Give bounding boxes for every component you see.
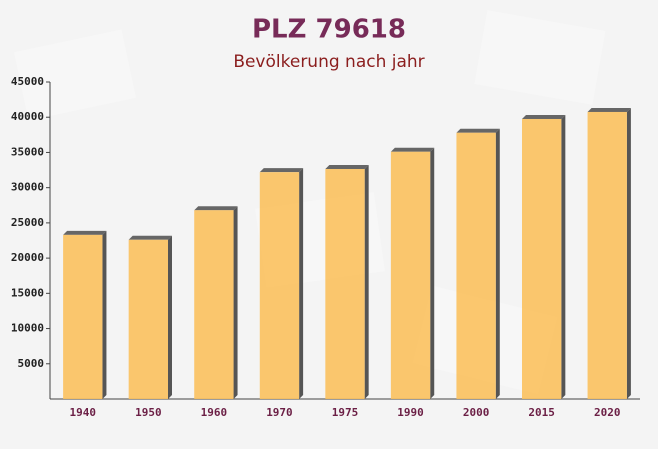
x-tick-label: 2015 bbox=[528, 406, 555, 419]
bar-side bbox=[299, 168, 304, 399]
bar-side bbox=[168, 235, 172, 399]
y-tick-label: 45000 bbox=[11, 75, 44, 88]
bar-side bbox=[626, 107, 631, 399]
bar bbox=[587, 111, 627, 399]
bar bbox=[259, 172, 300, 399]
background-pattern bbox=[13, 10, 606, 395]
bar bbox=[390, 151, 431, 399]
x-tick-label: 1970 bbox=[266, 406, 293, 419]
x-tick-label: 2020 bbox=[594, 406, 621, 419]
bar-side bbox=[102, 230, 107, 399]
bar-side bbox=[430, 147, 435, 399]
y-tick-label: 30000 bbox=[11, 181, 44, 194]
bar-top bbox=[325, 164, 369, 169]
y-tick-label: 35000 bbox=[11, 145, 44, 158]
bar bbox=[456, 132, 496, 399]
bar-top bbox=[194, 206, 238, 211]
bar-top bbox=[63, 230, 107, 235]
bar bbox=[325, 168, 365, 399]
y-tick-label: 25000 bbox=[11, 216, 44, 229]
bar-top bbox=[390, 147, 435, 152]
y-tick-label: 20000 bbox=[11, 251, 44, 264]
bar bbox=[194, 210, 234, 399]
x-tick-label: 2000 bbox=[463, 406, 490, 419]
x-tick-label: 1950 bbox=[135, 406, 162, 419]
y-tick-label: 40000 bbox=[11, 110, 44, 123]
x-tick-label: 1960 bbox=[201, 406, 228, 419]
bar bbox=[522, 118, 562, 399]
x-tick-label: 1940 bbox=[70, 406, 97, 419]
bar bbox=[128, 239, 168, 399]
bar-top bbox=[456, 128, 500, 133]
y-tick-label: 15000 bbox=[11, 286, 44, 299]
bar-top bbox=[128, 235, 172, 240]
x-tick-label: 1990 bbox=[397, 406, 424, 419]
x-tick-label: 1975 bbox=[332, 406, 359, 419]
bar-side bbox=[495, 128, 500, 399]
bar-top bbox=[587, 107, 631, 112]
bar bbox=[63, 234, 103, 399]
bar-side bbox=[364, 164, 369, 399]
y-tick-label: 10000 bbox=[11, 322, 44, 335]
bar-top bbox=[522, 114, 566, 119]
bar-side bbox=[233, 206, 238, 399]
bar-top bbox=[259, 168, 304, 173]
bar-side bbox=[561, 114, 566, 399]
chart-subtitle: Bevölkerung nach jahr bbox=[233, 52, 424, 72]
chart-title: PLZ 79618 bbox=[252, 15, 406, 45]
y-tick-label: 5000 bbox=[18, 357, 45, 370]
